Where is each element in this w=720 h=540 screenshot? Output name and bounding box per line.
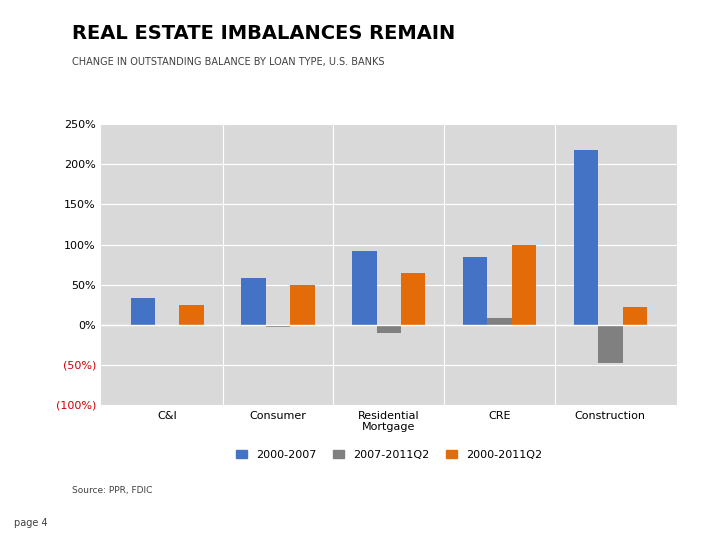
Bar [179,305,204,325]
Text: page 4: page 4 [14,518,48,529]
Text: CHANGE IN OUTSTANDING BALANCE BY LOAN TYPE, U.S. BANKS: CHANGE IN OUTSTANDING BALANCE BY LOAN TY… [72,57,384,67]
Bar [266,325,290,327]
Bar [352,251,377,325]
Legend: 2000-2007, 2007-2011Q2, 2000-2011Q2: 2000-2007, 2007-2011Q2, 2000-2011Q2 [231,446,546,464]
Bar [512,245,536,325]
Bar [574,150,598,325]
Bar [401,273,426,325]
Text: Source: PPR, FDIC: Source: PPR, FDIC [72,486,153,495]
Bar [487,318,512,325]
Bar [290,286,315,325]
Bar [131,298,155,325]
Bar [377,325,401,333]
Bar [463,258,487,325]
Bar [241,278,266,325]
Text: REAL ESTATE IMBALANCES REMAIN: REAL ESTATE IMBALANCES REMAIN [72,24,455,43]
Bar [155,325,179,326]
Bar [598,325,623,363]
Bar [623,307,647,325]
